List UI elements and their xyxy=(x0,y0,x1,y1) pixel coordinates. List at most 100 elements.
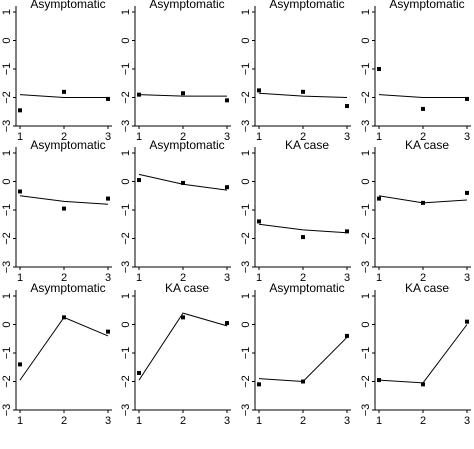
panel-title: KA case xyxy=(285,138,329,152)
panel-title: Asymptomatic xyxy=(149,138,224,152)
y-tick-label: 1 xyxy=(120,9,132,15)
y-tick-label: −2 xyxy=(1,91,13,104)
y-tick-label: −3 xyxy=(240,404,252,417)
data-point xyxy=(181,180,185,185)
y-tick-label: −1 xyxy=(120,204,132,217)
y-tick-label: 1 xyxy=(360,9,372,15)
panel-6: 1 0 −1 −2 −3 1 2 3 Asymptomatic xyxy=(120,138,231,284)
data-point xyxy=(106,96,110,101)
y-tick-label: −1 xyxy=(120,63,132,76)
panel-title: KA case xyxy=(165,281,209,295)
y-tick-label: 0 xyxy=(1,37,13,43)
x-tick-label: 3 xyxy=(344,131,350,143)
data-point xyxy=(465,96,469,101)
y-tick-label: −2 xyxy=(120,375,132,388)
y-tick-label: −1 xyxy=(240,204,252,217)
x-tick-label: 2 xyxy=(420,131,426,143)
y-tick-label: 0 xyxy=(120,37,132,43)
x-tick-label: 1 xyxy=(17,131,23,143)
fitted-line xyxy=(378,94,467,98)
y-tick-label: −2 xyxy=(1,375,13,388)
y-tick-label: −3 xyxy=(240,261,252,274)
y-tick-label: −1 xyxy=(360,347,372,360)
y-tick-label: −3 xyxy=(1,120,13,133)
y-tick-label: 0 xyxy=(240,321,252,327)
y-tick-label: 0 xyxy=(1,321,13,327)
x-tick-label: 1 xyxy=(376,272,382,284)
data-point xyxy=(465,319,469,324)
panel-9: 1 0 −1 −2 −3 1 2 3 Asymptomatic xyxy=(1,281,112,427)
y-tick-label: −2 xyxy=(240,91,252,104)
panel-title: Asymptomatic xyxy=(389,0,464,11)
panel-title: KA case xyxy=(405,138,449,152)
data-point xyxy=(106,196,110,201)
x-tick-label: 2 xyxy=(300,272,306,284)
y-tick-label: −2 xyxy=(1,232,13,245)
fitted-line xyxy=(138,94,227,97)
y-tick-label: 1 xyxy=(1,150,13,156)
x-tick-label: 3 xyxy=(105,415,111,427)
x-tick-label: 2 xyxy=(420,272,426,284)
y-tick-label: 1 xyxy=(1,293,13,299)
x-tick-label: 1 xyxy=(376,415,382,427)
fitted-line xyxy=(258,336,348,383)
panel-title: Asymptomatic xyxy=(30,138,105,152)
panel-3: 1 0 −1 −2 −3 1 2 3 Asymptomatic xyxy=(240,0,351,143)
y-tick-label: −3 xyxy=(240,120,252,133)
data-point xyxy=(421,106,425,111)
fitted-line xyxy=(378,324,468,384)
x-tick-label: 2 xyxy=(180,131,186,143)
y-tick-label: −2 xyxy=(360,91,372,104)
data-point xyxy=(137,370,141,375)
data-point xyxy=(225,98,229,103)
y-tick-label: −2 xyxy=(120,232,132,245)
y-tick-label: 0 xyxy=(120,321,132,327)
data-point xyxy=(301,379,305,384)
data-point xyxy=(301,89,305,94)
panel-2: 1 0 −1 −2 −3 1 2 3 Asymptomatic xyxy=(120,0,231,143)
y-tick-label: −3 xyxy=(360,261,372,274)
fitted-line xyxy=(19,195,109,205)
x-tick-label: 1 xyxy=(136,272,142,284)
data-point xyxy=(181,91,185,96)
data-point xyxy=(377,196,381,201)
fitted-line xyxy=(138,312,228,381)
y-tick-label: 0 xyxy=(1,178,13,184)
x-tick-label: 1 xyxy=(136,415,142,427)
y-tick-label: −1 xyxy=(360,63,372,76)
x-tick-label: 3 xyxy=(224,415,230,427)
data-point xyxy=(18,189,22,194)
data-point xyxy=(18,362,22,367)
x-tick-label: 1 xyxy=(136,131,142,143)
y-tick-label: −1 xyxy=(240,63,252,76)
y-tick-label: 1 xyxy=(120,150,132,156)
x-tick-label: 2 xyxy=(180,272,186,284)
panel-title: Asymptomatic xyxy=(30,281,105,295)
y-tick-label: −2 xyxy=(120,91,132,104)
y-tick-label: −2 xyxy=(360,232,372,245)
y-tick-label: 1 xyxy=(240,150,252,156)
y-tick-label: 1 xyxy=(240,9,252,15)
data-point xyxy=(62,89,66,94)
y-tick-label: 1 xyxy=(1,9,13,15)
x-tick-label: 3 xyxy=(344,272,350,284)
x-tick-label: 3 xyxy=(224,272,230,284)
y-tick-label: −3 xyxy=(360,404,372,417)
y-tick-label: −1 xyxy=(360,204,372,217)
fitted-line xyxy=(19,316,109,381)
panel-4: 1 0 −1 −2 −3 1 2 3 Asymptomatic xyxy=(360,0,471,143)
y-tick-label: 1 xyxy=(120,293,132,299)
y-tick-label: 1 xyxy=(360,150,372,156)
data-point xyxy=(421,200,425,205)
y-tick-label: −3 xyxy=(1,261,13,274)
y-tick-label: −1 xyxy=(1,63,13,76)
panel-10: 1 0 −1 −2 −3 1 2 3 KA case xyxy=(120,281,231,427)
x-tick-label: 1 xyxy=(17,415,23,427)
y-tick-label: 0 xyxy=(360,321,372,327)
y-tick-label: −2 xyxy=(360,375,372,388)
data-point xyxy=(106,329,110,334)
y-tick-label: −2 xyxy=(240,375,252,388)
y-tick-label: −1 xyxy=(120,347,132,360)
y-tick-label: 0 xyxy=(360,178,372,184)
